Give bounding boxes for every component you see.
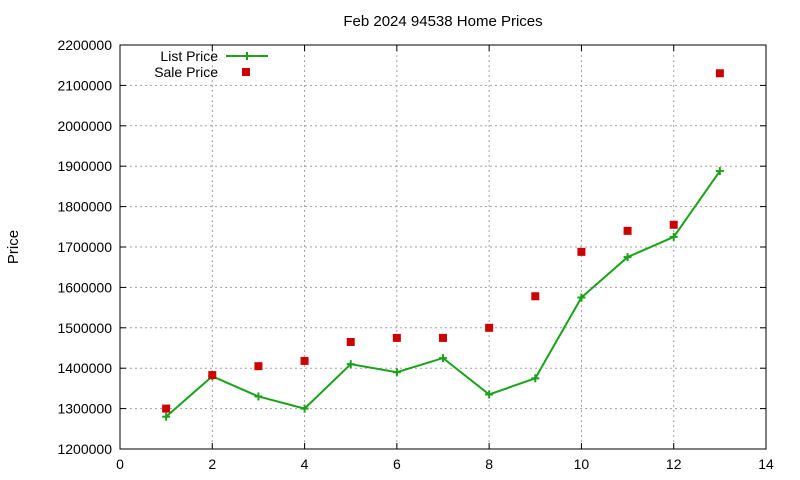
sale-price-point bbox=[623, 226, 632, 235]
y-tick-label: 1200000 bbox=[57, 441, 112, 457]
y-tick-label: 2000000 bbox=[57, 118, 112, 134]
sale-price-point bbox=[346, 337, 355, 346]
x-tick-label: 10 bbox=[574, 456, 590, 472]
ticks-layer: 0 2 4 6 8 10 12 14 1200000 1300000 1400000 1500000 1… bbox=[57, 37, 774, 472]
x-tick-label: 8 bbox=[485, 456, 493, 472]
sale-price-point bbox=[392, 333, 401, 342]
sale-price-point bbox=[208, 371, 217, 380]
y-tick-label: 1300000 bbox=[57, 401, 112, 417]
list-price-point bbox=[715, 167, 724, 176]
y-tick-label: 1600000 bbox=[57, 279, 112, 295]
sale-price-point bbox=[485, 323, 494, 332]
list-price-line bbox=[165, 170, 721, 418]
x-tick-label: 6 bbox=[393, 456, 401, 472]
sale-price-point bbox=[531, 292, 540, 301]
list-price-point bbox=[162, 412, 171, 421]
x-tick-label: 4 bbox=[301, 456, 309, 472]
y-tick-label: 1900000 bbox=[57, 158, 112, 174]
y-tick-label: 1400000 bbox=[57, 360, 112, 376]
legend-square-marker bbox=[242, 68, 250, 76]
y-tick-label: 2200000 bbox=[57, 37, 112, 53]
grid-layer bbox=[120, 45, 766, 449]
y-tick-label: 1500000 bbox=[57, 320, 112, 336]
x-tick-label: 2 bbox=[208, 456, 216, 472]
list-price-point bbox=[669, 232, 678, 241]
sale-price-point bbox=[162, 404, 171, 413]
sale-price-point bbox=[669, 220, 678, 229]
x-tick-label: 12 bbox=[666, 456, 682, 472]
list-price-point bbox=[439, 354, 447, 363]
list-price-point bbox=[392, 368, 401, 377]
list-price-point bbox=[623, 253, 632, 262]
sale-price-point bbox=[300, 356, 309, 365]
y-axis-label: Price bbox=[5, 230, 22, 264]
y-tick-label: 2100000 bbox=[57, 77, 112, 93]
sale-price-point bbox=[577, 247, 586, 256]
series-layer bbox=[162, 69, 724, 421]
legend-label: List Price bbox=[160, 48, 218, 64]
chart-title: Feb 2024 94538 Home Prices bbox=[343, 13, 542, 30]
x-tick-label: 0 bbox=[116, 456, 124, 472]
list-price-point bbox=[346, 360, 355, 369]
x-tick-label: 14 bbox=[758, 456, 774, 472]
legend-label: Sale Price bbox=[154, 64, 218, 80]
list-price-point bbox=[577, 293, 586, 302]
list-price-point bbox=[254, 392, 263, 401]
sale-price-point bbox=[254, 362, 263, 371]
y-tick-label: 1800000 bbox=[57, 199, 112, 215]
y-tick-label: 1700000 bbox=[57, 239, 112, 255]
list-price-point bbox=[485, 390, 494, 399]
list-price-point bbox=[300, 404, 309, 413]
sale-price-point bbox=[439, 333, 447, 342]
list-price-point bbox=[531, 374, 540, 383]
legend-plus-marker bbox=[243, 52, 251, 60]
sale-price-point bbox=[715, 69, 724, 78]
